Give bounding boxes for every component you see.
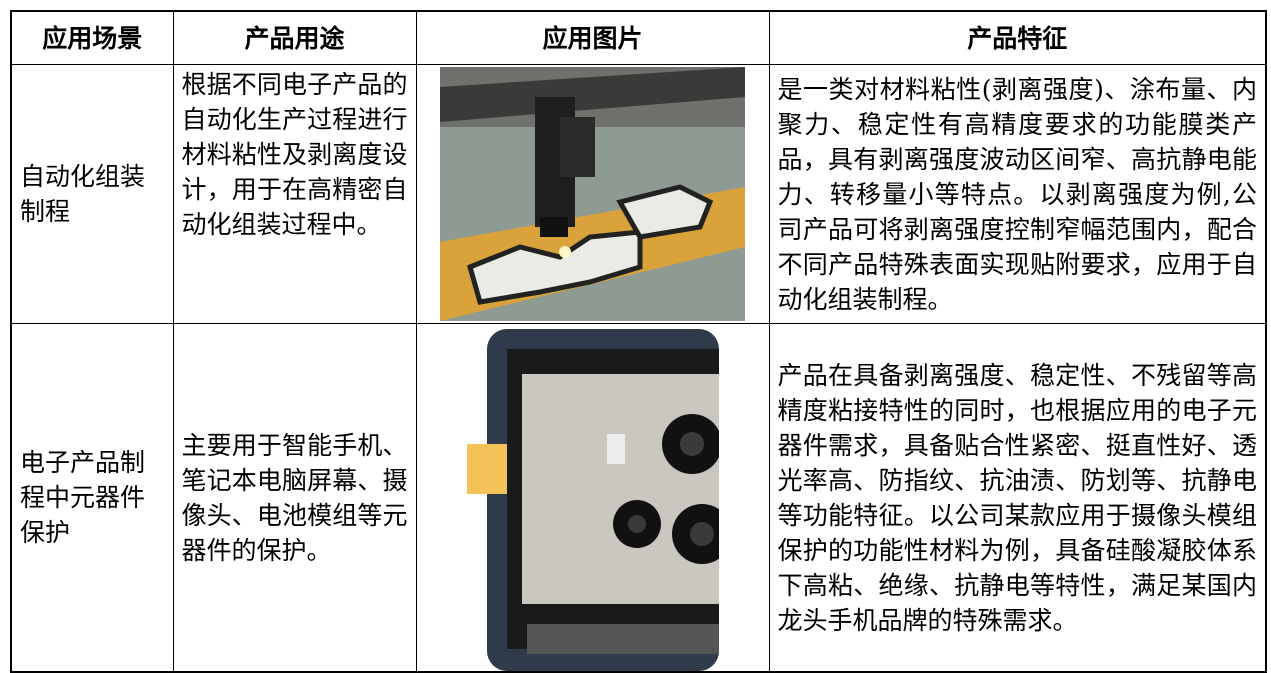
header-cell: 应用图片 (415, 10, 770, 65)
image-cell (415, 64, 770, 324)
phone-image (466, 324, 719, 671)
row: 自动化组装制程 根据不同电子产品的自动化生产过程进行材料粘性及剥离度设计，用于在… (10, 64, 1267, 324)
header-cell: 产品特征 (768, 10, 1267, 65)
header-row: 应用场景 产品用途 应用图片 产品特征 (10, 10, 1267, 65)
use-cell: 根据不同电子产品的自动化生产过程进行材料粘性及剥离度设计，用于在高精密自动化组装… (172, 64, 417, 324)
assembly-image (440, 67, 745, 321)
row: 电子产品制程中元器件保护 主要用于智能手机、笔记本电脑屏幕、摄像头、电池模组等元… (10, 323, 1267, 673)
product-table: 应用场景 产品用途 应用图片 产品特征 自动化组装制程 根据不同电子产品的自动化… (10, 10, 1267, 673)
header-cell: 应用场景 (10, 10, 174, 65)
header-cell: 产品用途 (172, 10, 417, 65)
scene-cell: 电子产品制程中元器件保护 (10, 323, 174, 673)
scene-cell: 自动化组装制程 (10, 64, 174, 324)
feature-cell: 是一类对材料粘性(剥离强度)、涂布量、内聚力、稳定性有高精度要求的功能膜类产品，… (768, 64, 1267, 324)
feature-cell: 产品在具备剥离强度、稳定性、不残留等高精度粘接特性的同时，也根据应用的电子元器件… (768, 323, 1267, 673)
use-cell: 主要用于智能手机、笔记本电脑屏幕、摄像头、电池模组等元器件的保护。 (172, 323, 417, 673)
image-cell (415, 323, 770, 673)
